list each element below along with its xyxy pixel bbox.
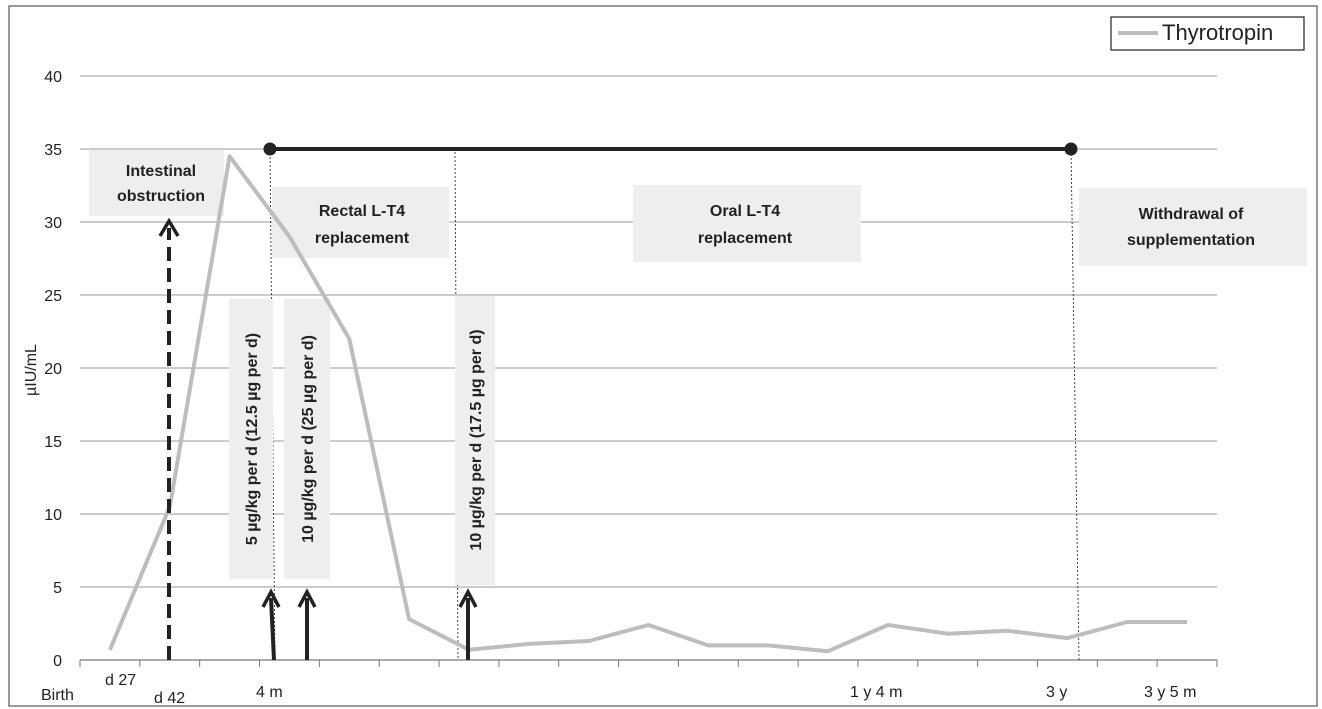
dose-arrow-3-head	[458, 588, 478, 608]
annotation-intestinal-line2: obstruction	[117, 188, 205, 205]
dose-box-1	[229, 299, 273, 579]
y-tick-label: 40	[44, 69, 62, 86]
annotation-box-oral	[633, 185, 861, 262]
dose-label-3: 10 µg/kg per d (17.5 µg per d)	[468, 329, 485, 550]
legend: Thyrotropin	[1110, 16, 1305, 51]
y-axis-title: µIU/mL	[23, 344, 40, 396]
y-axis-tick-labels: 0 5 10 15 20 25 30 35 40	[44, 69, 62, 670]
phase-divider	[1070, 149, 1080, 661]
treatment-start-marker	[263, 142, 277, 156]
x-tick-label: 4 m	[256, 684, 283, 701]
dose-box-3	[455, 296, 495, 585]
y-tick-label: 35	[44, 142, 62, 159]
annotation-withdrawal-line2: supplementation	[1127, 232, 1255, 249]
dose-arrow-1	[269, 597, 276, 661]
annotation-rectal-line1: Rectal L-T4	[319, 203, 405, 220]
annotation-intestinal-line1: Intestinal	[126, 163, 196, 180]
y-tick-label: 30	[44, 215, 62, 232]
annotation-box-rectal	[272, 187, 449, 258]
dose-arrow-1-head	[261, 588, 281, 608]
annotation-withdrawal-line1: Withdrawal of	[1139, 206, 1244, 223]
annotation-box-intestinal	[89, 150, 224, 216]
dose-arrow-2-head	[297, 588, 317, 608]
series-thyrotropin	[108, 154, 1188, 654]
x-tick-label: d 27	[105, 672, 136, 689]
phase-divider	[454, 151, 459, 661]
intestinal-obstruction-arrowhead	[158, 217, 180, 237]
treatment-end-marker	[1064, 142, 1078, 156]
y-tick-label: 25	[44, 288, 62, 305]
dose-label-2: 10 µg/kg per d (25 µg per d)	[300, 335, 317, 543]
y-tick-label: 10	[44, 507, 62, 524]
x-axis-ticks	[79, 660, 1218, 667]
x-axis-tick-labels: Birth d 27 d 42 4 m 1 y 4 m 3 y 3 y 5 m	[41, 672, 1196, 707]
dose-label-1: 5 µg/kg per d (12.5 µg per d)	[244, 333, 261, 545]
y-tick-label: 20	[44, 361, 62, 378]
x-tick-label: 1 y 4 m	[850, 684, 902, 701]
dose-box-2	[284, 299, 330, 579]
y-tick-label: 0	[53, 653, 62, 670]
x-tick-label: 3 y 5 m	[1144, 684, 1196, 701]
x-tick-label: d 42	[154, 690, 185, 707]
y-tick-label: 15	[44, 434, 62, 451]
annotation-box-withdrawal	[1079, 188, 1307, 266]
annotation-rectal-line2: replacement	[315, 230, 410, 247]
annotation-oral-line2: replacement	[698, 230, 793, 247]
x-tick-label: 3 y	[1046, 684, 1067, 701]
y-tick-label: 5	[53, 580, 62, 597]
annotation-oral-line1: Oral L-T4	[710, 203, 780, 220]
legend-label: Thyrotropin	[1162, 20, 1273, 45]
x-tick-label: Birth	[41, 687, 74, 704]
chart-frame	[8, 5, 1318, 707]
phase-divider	[269, 148, 276, 661]
